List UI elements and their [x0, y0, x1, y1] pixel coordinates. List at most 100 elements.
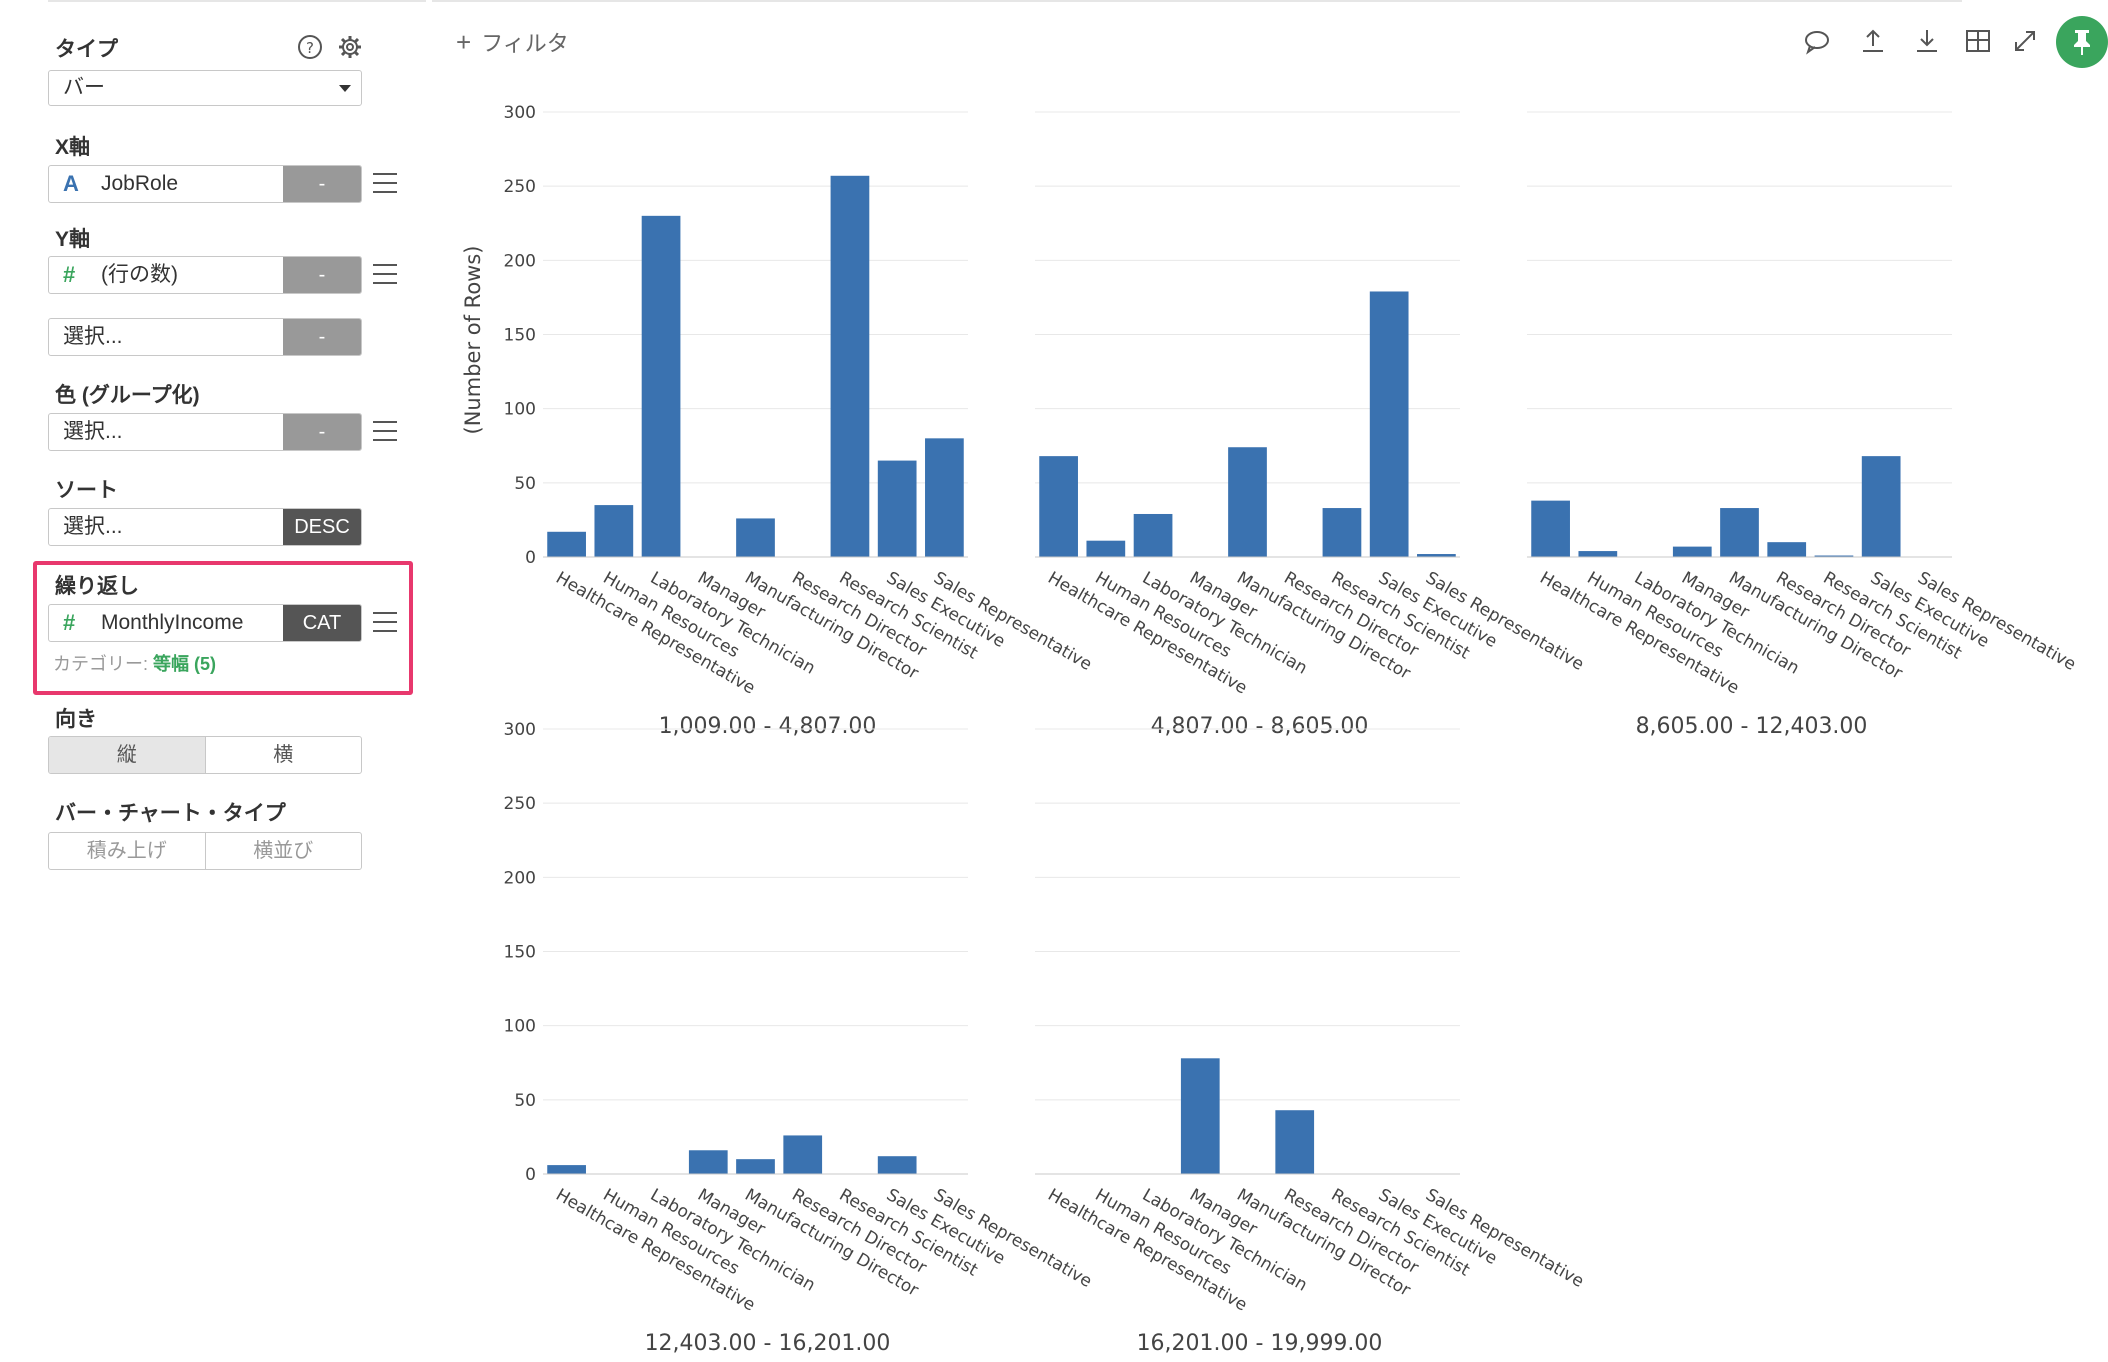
- bar: [830, 175, 870, 558]
- repeat-menu-icon[interactable]: [373, 612, 397, 632]
- upload-icon[interactable]: [1858, 26, 1888, 56]
- bar: [1861, 456, 1901, 557]
- x-axis-menu-icon[interactable]: [373, 173, 397, 193]
- y-axis-aggregation-button[interactable]: -: [283, 257, 361, 293]
- text-type-icon: A: [63, 171, 79, 196]
- filter-label: フィルタ: [481, 31, 569, 56]
- caret-down-icon: [339, 85, 351, 92]
- y-axis-field[interactable]: # (行の数) -: [48, 256, 362, 294]
- add-filter-button[interactable]: + フィルタ: [456, 26, 569, 58]
- bar: [1578, 551, 1618, 557]
- orientation-horizontal-option[interactable]: 横: [204, 737, 362, 773]
- divider: [432, 0, 1962, 2]
- bar: [877, 1156, 917, 1174]
- y-axis-section-title: Y軸: [55, 228, 91, 251]
- numeric-type-icon: #: [63, 262, 76, 287]
- plus-icon: +: [456, 27, 472, 57]
- y-tick-label: 300: [504, 720, 536, 740]
- x-axis-section-title: X軸: [55, 136, 91, 159]
- repeat-category-info[interactable]: カテゴリー: 等幅 (5): [53, 650, 216, 676]
- sort-order-button[interactable]: DESC: [283, 509, 361, 545]
- y-tick-label: 100: [504, 1017, 536, 1037]
- bar: [641, 215, 681, 558]
- color-field[interactable]: 選択... -: [48, 413, 362, 451]
- bar: [1133, 513, 1173, 557]
- repeat-field-name: MonthlyIncome: [101, 611, 244, 634]
- y-tick-label: 50: [514, 474, 536, 494]
- bar: [547, 531, 586, 557]
- bar: [1417, 554, 1456, 557]
- orientation-vertical-option[interactable]: 縦: [49, 737, 205, 773]
- bar: [1275, 1110, 1315, 1174]
- download-icon[interactable]: [1912, 26, 1942, 56]
- color-placeholder: 選択...: [63, 420, 123, 443]
- y-tick-label: 150: [504, 326, 536, 346]
- y-tick-label: 250: [504, 794, 536, 814]
- color-section-title: 色 (グループ化): [55, 384, 200, 407]
- bar-type-stacked-option[interactable]: 積み上げ: [86, 840, 167, 862]
- expand-icon[interactable]: [2010, 26, 2040, 56]
- bar-type-section-title: バー・チャート・タイプ: [55, 802, 286, 825]
- svg-text:?: ?: [306, 39, 314, 57]
- y-axis-extra-field[interactable]: 選択... -: [48, 318, 362, 356]
- repeat-highlight-box: [33, 561, 413, 695]
- x-axis-aggregation-button[interactable]: -: [283, 166, 361, 202]
- color-aggregation-button[interactable]: -: [283, 414, 361, 450]
- y-tick-label: 300: [504, 103, 536, 123]
- facet-label: 4,807.00 - 8,605.00: [1151, 714, 1369, 739]
- sort-section-title: ソート: [55, 479, 118, 502]
- facet-label: 8,605.00 - 12,403.00: [1636, 714, 1868, 739]
- type-section-title: タイプ: [55, 38, 118, 61]
- bar: [1228, 447, 1267, 557]
- y-tick-label: 150: [504, 943, 536, 963]
- bar: [736, 518, 775, 557]
- repeat-mode-button[interactable]: CAT: [283, 605, 361, 641]
- y-tick-label: 100: [504, 400, 536, 420]
- pin-button[interactable]: [2056, 16, 2108, 68]
- chart-settings-sidebar: タイプ ? バー X軸 A JobRole - Y軸 # (行の数) - 選択.…: [0, 0, 430, 1362]
- gear-icon[interactable]: [337, 34, 363, 60]
- table-icon[interactable]: [1963, 26, 1993, 56]
- y-axis-field-name: (行の数): [101, 263, 178, 286]
- y-tick-label: 0: [525, 548, 536, 568]
- x-axis-field-name: JobRole: [101, 172, 179, 195]
- bar: [877, 460, 917, 557]
- y-axis-extra-aggregation-button[interactable]: -: [283, 319, 361, 355]
- category-value: 等幅 (5): [153, 654, 217, 674]
- y-axis-title: (Number of Rows): [461, 246, 485, 435]
- numeric-type-icon: #: [63, 610, 76, 635]
- bar: [1767, 542, 1807, 557]
- y-axis-menu-icon[interactable]: [373, 264, 397, 284]
- bar-type-side-by-side-option[interactable]: 横並び: [204, 833, 362, 869]
- facet-label: 16,201.00 - 19,999.00: [1137, 1331, 1383, 1356]
- category-label: カテゴリー:: [53, 654, 149, 674]
- orientation-section-title: 向き: [55, 708, 97, 731]
- pin-icon: [2074, 30, 2090, 55]
- y-tick-label: 200: [504, 868, 536, 888]
- bar: [1672, 546, 1712, 557]
- facet-label: 12,403.00 - 16,201.00: [645, 1331, 891, 1356]
- chart-type-select[interactable]: バー: [48, 70, 362, 106]
- chart-type-value: バー: [63, 76, 105, 99]
- y-tick-label: 250: [504, 177, 536, 197]
- bar: [688, 1150, 728, 1174]
- bar: [1814, 555, 1854, 557]
- bar: [1180, 1058, 1220, 1174]
- orientation-toggle[interactable]: 縦 横: [48, 736, 362, 774]
- y-axis-extra-placeholder: 選択...: [63, 325, 123, 348]
- bar-type-toggle[interactable]: 積み上げ 横並び: [48, 832, 362, 870]
- y-tick-label: 50: [514, 1091, 536, 1111]
- bar: [736, 1159, 775, 1174]
- color-menu-icon[interactable]: [373, 421, 397, 441]
- bar: [1086, 540, 1126, 557]
- repeat-field[interactable]: # MonthlyIncome CAT: [48, 604, 362, 642]
- comment-icon[interactable]: [1802, 26, 1832, 56]
- bar: [1039, 456, 1078, 557]
- sort-field[interactable]: 選択... DESC: [48, 508, 362, 546]
- question-circle-icon[interactable]: ?: [297, 34, 323, 60]
- divider: [48, 0, 426, 2]
- x-axis-field[interactable]: A JobRole -: [48, 165, 362, 203]
- bar: [1531, 500, 1570, 557]
- y-tick-label: 200: [504, 251, 536, 271]
